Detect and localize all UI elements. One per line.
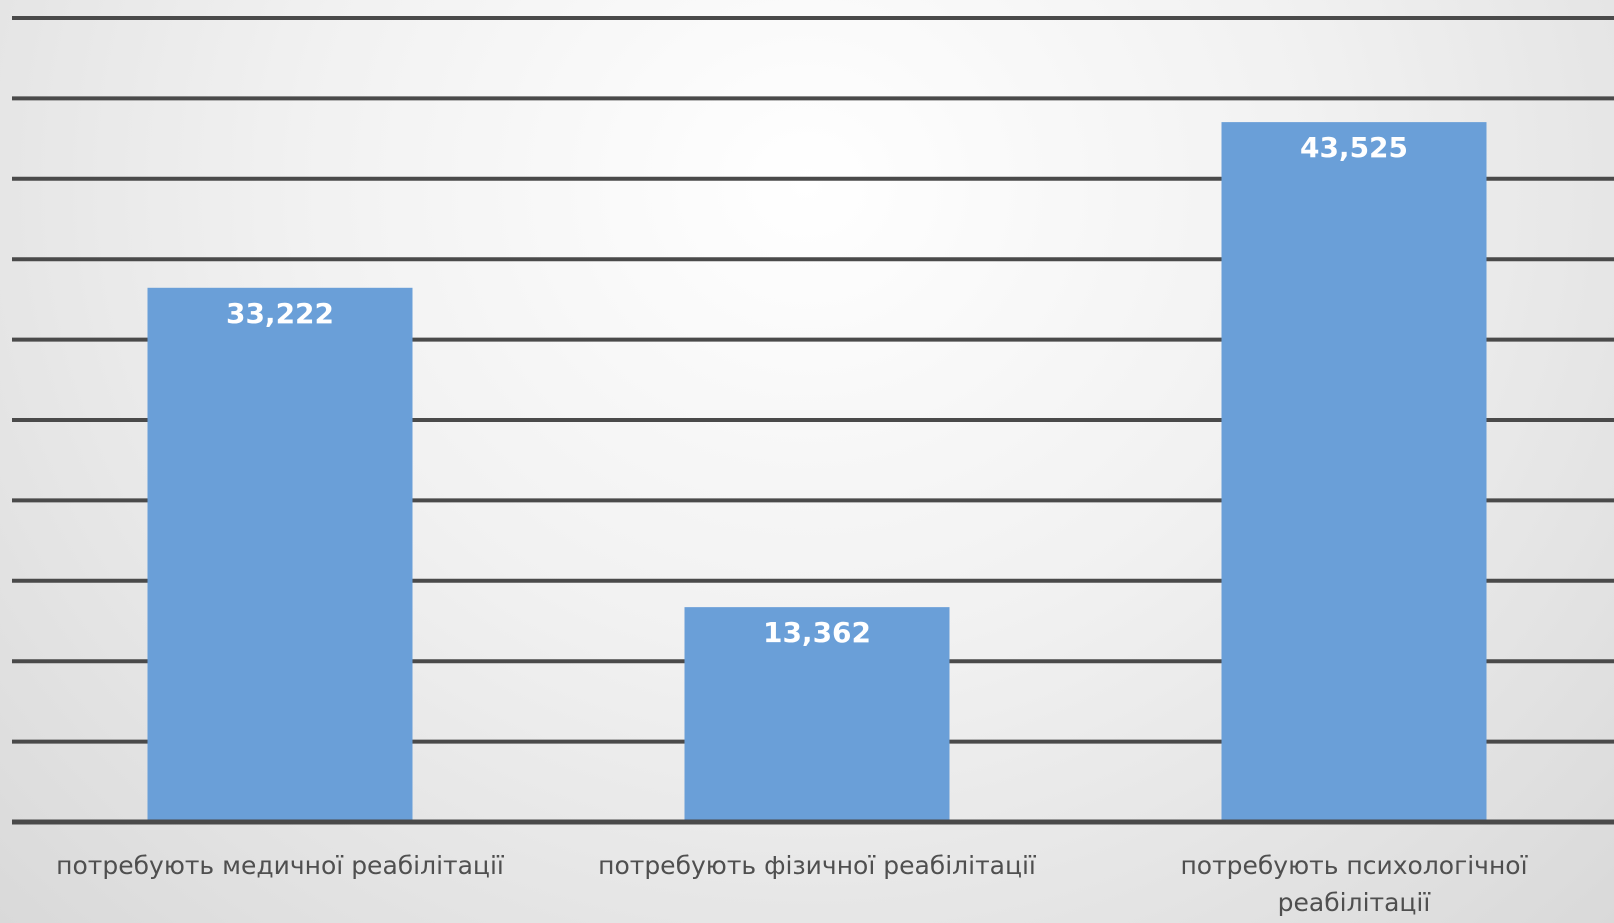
data-label: 33,222 [226, 297, 334, 330]
category-labels: потребують медичної реабілітації потребую… [56, 851, 1528, 917]
category-label: потребують психологічної реабілітації [1180, 851, 1528, 917]
category-label: потребують фізичної реабілітації [598, 851, 1037, 880]
category-label-line: потребують медичної реабілітації [56, 851, 505, 880]
bar [1221, 122, 1487, 823]
category-label: потребують медичної реабілітації [56, 851, 505, 880]
category-label-line: реабілітації [1278, 888, 1432, 917]
value-labels: 33,222 13,362 43,525 [226, 131, 1408, 649]
data-label: 43,525 [1300, 131, 1408, 164]
bar-series [147, 122, 1487, 823]
category-label-line: потребують фізичної реабілітації [598, 851, 1037, 880]
data-label: 13,362 [763, 616, 871, 649]
bar [147, 287, 413, 822]
category-label-line: потребують психологічної [1180, 851, 1528, 880]
bar [684, 607, 950, 822]
